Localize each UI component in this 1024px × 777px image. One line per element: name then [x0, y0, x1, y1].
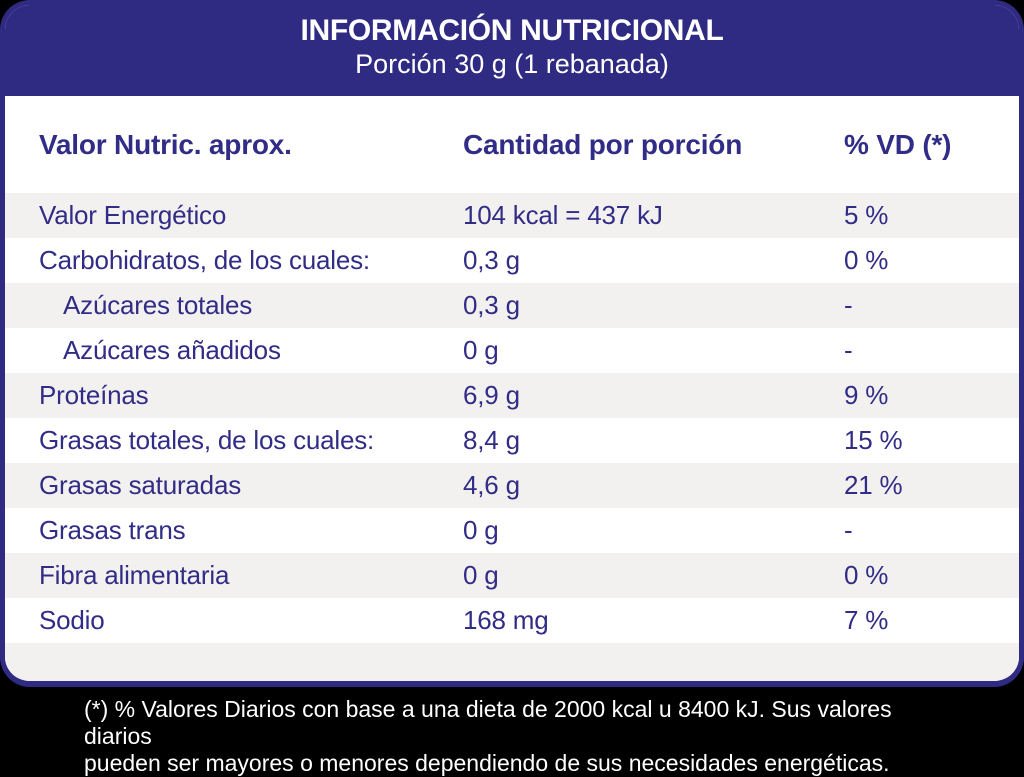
- column-header-daily-value: % VD (*): [844, 128, 952, 160]
- label-title: INFORMACIÓN NUTRICIONAL: [300, 14, 724, 47]
- daily-value-percent-cell: -: [844, 335, 853, 365]
- nutrient-name-cell: Grasas trans: [39, 515, 186, 545]
- table-row: Valor Energético 104 kcal = 437 kJ 5 %: [5, 193, 1019, 238]
- nutrient-name-cell: Grasas saturadas: [39, 470, 242, 500]
- daily-value-percent-cell: -: [844, 290, 853, 320]
- label-header-band: INFORMACIÓN NUTRICIONAL Porción 30 g (1 …: [5, 5, 1019, 96]
- nutrition-table-body: Valor Energético 104 kcal = 437 kJ 5 % C…: [5, 193, 1019, 681]
- nutrient-name-cell: Azúcares totales: [63, 290, 253, 320]
- amount-per-portion-cell: 0 g: [463, 335, 499, 365]
- amount-per-portion-cell: 0 g: [463, 515, 499, 545]
- daily-value-percent-cell: -: [844, 515, 853, 545]
- footnote-line: (*) % Valores Diarios con base a una die…: [84, 696, 892, 749]
- table-row: Azúcares totales 0,3 g -: [5, 283, 1019, 328]
- table-row: Sodio 168 mg 7 %: [5, 598, 1019, 643]
- amount-per-portion-cell: 168 mg: [463, 605, 549, 635]
- nutrient-name-cell: Valor Energético: [39, 200, 227, 230]
- nutrient-name-cell: Grasas totales, de los cuales:: [39, 425, 375, 455]
- amount-per-portion-cell: 0,3 g: [463, 290, 520, 320]
- daily-value-percent-cell: 9 %: [844, 380, 889, 410]
- table-row: Proteínas 6,9 g 9 %: [5, 373, 1019, 418]
- daily-value-percent-cell: 7 %: [844, 605, 889, 635]
- column-header-nutrient: Valor Nutric. aprox.: [39, 128, 292, 160]
- table-column-header-row: Valor Nutric. aprox. Cantidad por porció…: [5, 96, 1019, 193]
- nutrient-name-cell: Fibra alimentaria: [39, 560, 230, 590]
- amount-per-portion-cell: 8,4 g: [463, 425, 520, 455]
- amount-per-portion-cell: 0,3 g: [463, 245, 520, 275]
- nutrient-name-cell: Azúcares añadidos: [63, 335, 281, 365]
- daily-value-percent-cell: 21 %: [844, 470, 903, 500]
- table-row: Carbohidratos, de los cuales: 0,3 g 0 %: [5, 238, 1019, 283]
- table-row: Grasas saturadas 4,6 g 21 %: [5, 463, 1019, 508]
- table-row: Fibra alimentaria 0 g 0 %: [5, 553, 1019, 598]
- table-row: Azúcares añadidos 0 g -: [5, 328, 1019, 373]
- table-row: Grasas trans 0 g -: [5, 508, 1019, 553]
- table-row: Grasas totales, de los cuales: 8,4 g 15 …: [5, 418, 1019, 463]
- amount-per-portion-cell: 104 kcal = 437 kJ: [463, 200, 663, 230]
- column-header-amount: Cantidad por porción: [463, 128, 743, 160]
- amount-per-portion-cell: 0 g: [463, 560, 499, 590]
- amount-per-portion-cell: 4,6 g: [463, 470, 520, 500]
- daily-value-percent-cell: 5 %: [844, 200, 889, 230]
- daily-value-percent-cell: 0 %: [844, 560, 889, 590]
- nutrient-name-cell: Sodio: [39, 605, 105, 635]
- daily-value-percent-cell: 15 %: [844, 425, 903, 455]
- label-subtitle: Porción 30 g (1 rebanada): [355, 49, 669, 79]
- daily-value-percent-cell: 0 %: [844, 245, 889, 275]
- table-filler-strip: [5, 643, 1019, 681]
- nutrient-name-cell: Carbohidratos, de los cuales:: [39, 245, 370, 275]
- nutrient-name-cell: Proteínas: [39, 380, 149, 410]
- footnote-line: pueden ser mayores o menores dependiendo…: [84, 750, 890, 776]
- nutrition-label-card: INFORMACIÓN NUTRICIONAL Porción 30 g (1 …: [0, 0, 1024, 687]
- footnote-text: (*) % Valores Diarios con base a una die…: [84, 696, 940, 777]
- amount-per-portion-cell: 6,9 g: [463, 380, 520, 410]
- daily-values-footnote: (*) % Valores Diarios con base a una die…: [0, 696, 1024, 777]
